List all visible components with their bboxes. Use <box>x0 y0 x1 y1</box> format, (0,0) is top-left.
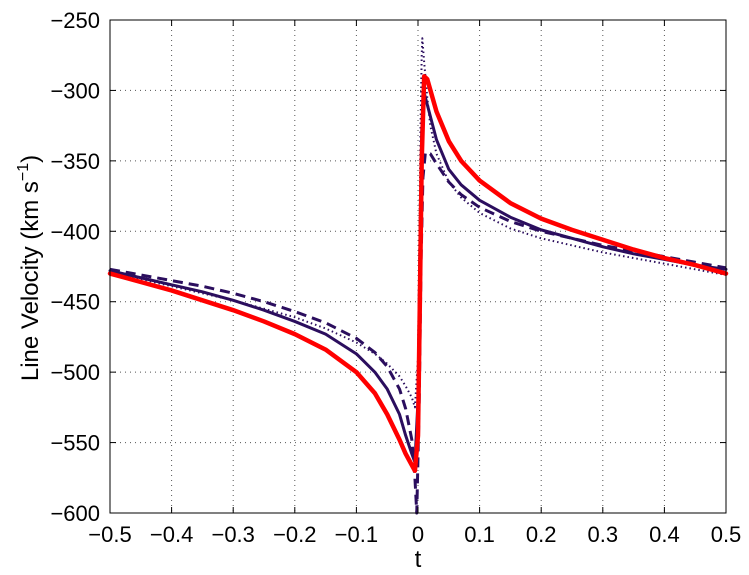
x-tick-labels: −0.5 −0.4 −0.3 −0.2 −0.1 0 0.1 0.2 0.3 0.4 0.5 <box>88 522 741 547</box>
y-tick-label: −400 <box>50 219 100 244</box>
x-tick-label: −0.3 <box>211 522 254 547</box>
x-tick-label: −0.2 <box>273 522 316 547</box>
y-tick-label: −600 <box>50 501 100 526</box>
y-axis-title-close: ) <box>17 155 44 163</box>
x-tick-label: 0.2 <box>526 522 557 547</box>
x-tick-label: −0.1 <box>335 522 378 547</box>
y-tick-label: −500 <box>50 360 100 385</box>
x-tick-label: 0 <box>412 522 424 547</box>
series-line-solid-thick <box>107 74 729 473</box>
x-tick-label: −0.4 <box>150 522 193 547</box>
y-axis-title-base: Line Velocity (km s <box>17 181 44 381</box>
y-axis-title-sup: −1 <box>15 163 32 181</box>
x-tick-label: 0.4 <box>649 522 680 547</box>
x-tick-label: 0.1 <box>464 522 495 547</box>
series-layer <box>107 37 729 515</box>
y-tick-label: −250 <box>50 8 100 33</box>
tick-marks <box>109 19 727 514</box>
x-axis-title: t <box>415 546 422 573</box>
y-tick-label: −300 <box>50 78 100 103</box>
x-tick-label: 0.3 <box>588 522 619 547</box>
y-tick-label: −350 <box>50 149 100 174</box>
x-tick-label: 0.5 <box>711 522 742 547</box>
y-tick-label: −550 <box>50 431 100 456</box>
y-tick-label: −450 <box>50 290 100 315</box>
y-tick-labels: −250 −300 −350 −400 −450 −500 −550 −600 <box>50 8 100 526</box>
y-axis-title: Line Velocity (km s−1) <box>15 155 44 381</box>
x-tick-label: −0.5 <box>88 522 131 547</box>
